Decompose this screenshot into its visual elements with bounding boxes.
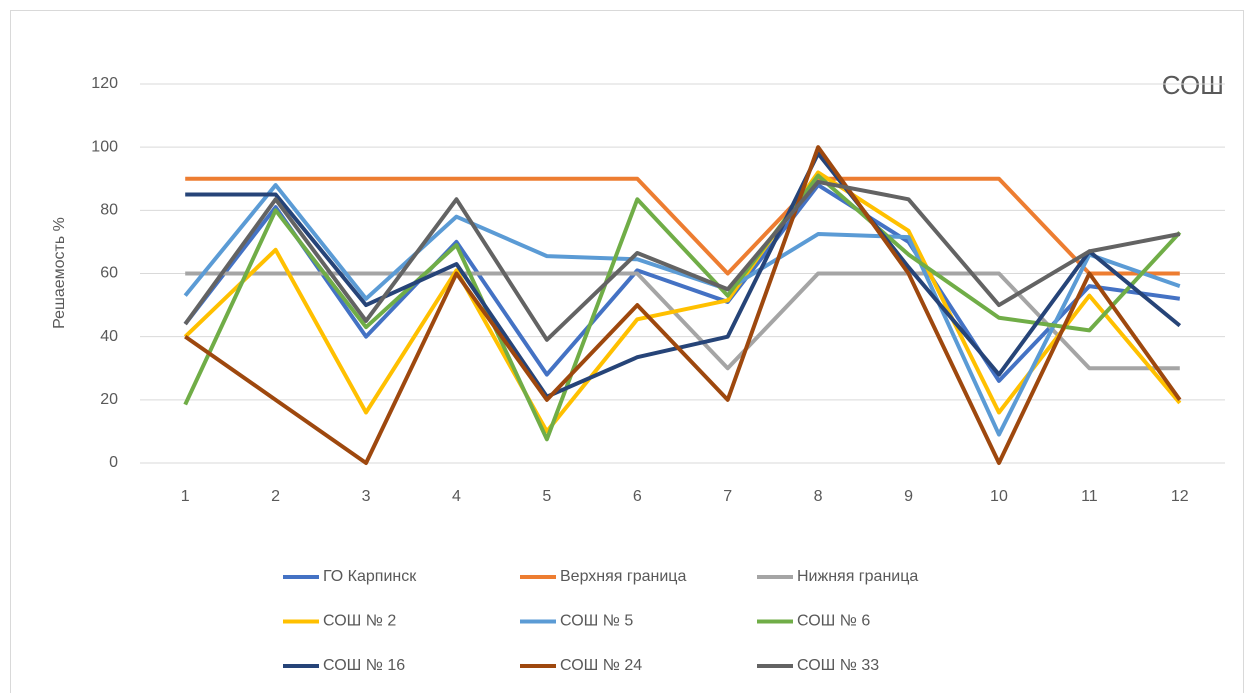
x-tick-label: 11 [1081,488,1098,505]
x-tick-label: 7 [723,488,732,505]
y-tick-label: 80 [100,202,118,219]
series-line [185,151,1182,399]
series-line [183,183,1181,437]
x-tick-label: 9 [904,488,913,505]
y-tick-label: 120 [91,75,118,92]
legend-label: СОШ № 16 [323,657,405,674]
series-line [185,271,1180,371]
legend-label: ГО Карпинск [323,568,417,585]
series-line [183,183,1181,383]
series-line [183,179,1181,342]
legend-label: Верхняя граница [560,568,686,585]
x-tick-label: 10 [990,488,1008,505]
y-axis-label: Решаемость % [51,217,68,329]
chart-title: СОШ [1162,70,1224,100]
x-tick-label: 5 [542,488,551,505]
x-tick-label: 3 [362,488,371,505]
x-tick-label: 1 [181,488,190,505]
x-tick-label: 12 [1171,488,1189,505]
chart-border [10,10,1244,693]
legend-label: СОШ № 2 [323,613,396,630]
legend-label: Нижняя граница [797,568,918,585]
series-line [185,176,1180,276]
y-tick-label: 60 [100,265,118,282]
y-tick-label: 40 [100,328,118,345]
legend-label: СОШ № 33 [797,657,879,674]
x-tick-label: 4 [452,488,461,505]
legend-label: СОШ № 6 [797,613,870,630]
y-tick-label: 0 [109,454,118,471]
y-tick-label: 20 [100,391,118,408]
series-line [183,170,1182,434]
legend-label: СОШ № 5 [560,613,633,630]
x-tick-label: 8 [814,488,823,505]
x-tick-label: 6 [633,488,642,505]
legend-label: СОШ № 24 [560,657,642,674]
x-tick-label: 2 [271,488,280,505]
series-line [184,145,1182,465]
series-line [183,173,1182,442]
y-tick-label: 100 [91,138,118,155]
